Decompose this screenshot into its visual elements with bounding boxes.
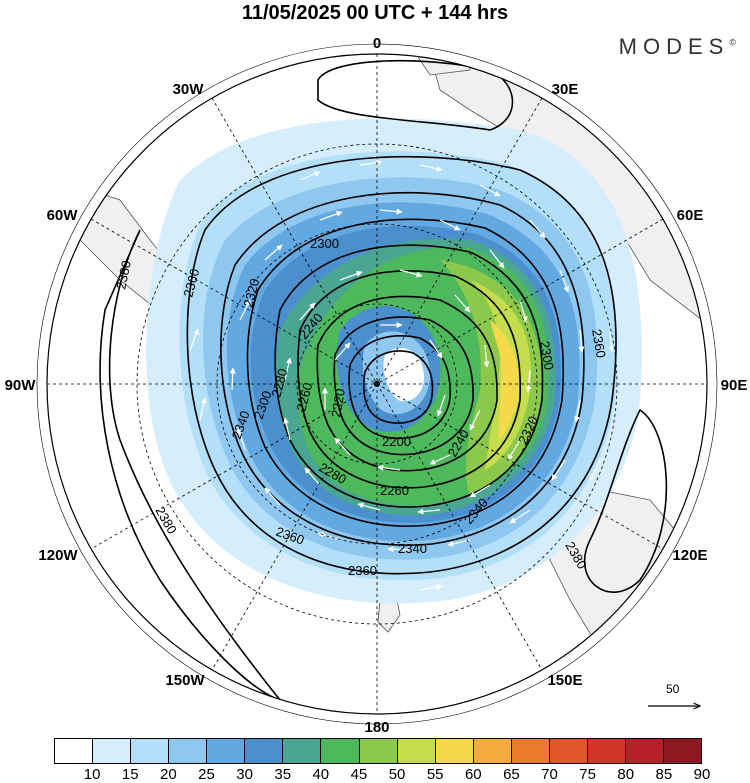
lon-label: 90E [721, 377, 748, 394]
contour-label: 2360 [589, 328, 609, 359]
contour-2280 [297, 270, 522, 489]
legend-label: 50 [388, 766, 406, 783]
contour-label: 2280 [268, 367, 290, 399]
contour-2380-east [583, 408, 668, 593]
land-antarctic-peninsula [409, 54, 471, 76]
brand-name: MODES [618, 34, 730, 59]
lon-label: 30E [552, 81, 579, 98]
lon-label: 60W [47, 207, 79, 224]
contour-label: 2300 [537, 340, 557, 371]
legend-label: 15 [121, 766, 139, 783]
legend-label: 85 [655, 766, 673, 783]
legend-label: 90 [693, 766, 711, 783]
legend-label: 55 [426, 766, 444, 783]
contour-2320 [246, 218, 565, 527]
longitude-labels: 0 30E 60E 90E 120E 150E 180 150W 120W 90… [5, 35, 748, 736]
legend-swatch [245, 739, 284, 763]
lon-label: 30W [173, 81, 205, 98]
legend-swatch [359, 739, 398, 763]
contour-label: 2220 [328, 387, 348, 418]
lon-label: 60E [677, 207, 704, 224]
lon-label: 120W [38, 547, 78, 564]
lon-label: 90W [5, 377, 37, 394]
map-outer-boundary [36, 43, 718, 725]
contour-2360 [186, 155, 617, 575]
legend-swatch [93, 739, 132, 763]
contour-label: 2360 [180, 267, 202, 299]
map-title: 11/05/2025 00 UTC + 144 hrs [241, 2, 509, 24]
contour-2240 [333, 316, 474, 456]
brand-logo: MODES© [619, 34, 736, 60]
legend-label: 10 [83, 766, 101, 783]
contour-label: 2320 [240, 277, 262, 309]
contour-2220 [348, 335, 451, 440]
legend-swatch [283, 739, 322, 763]
color-legend [54, 738, 702, 764]
legend-swatch [169, 739, 208, 763]
legend-label: 75 [579, 766, 596, 783]
brand-mark: © [729, 37, 736, 48]
legend-swatch [131, 739, 170, 763]
legend-label: 80 [617, 766, 635, 783]
legend-swatch [435, 739, 474, 763]
legend-swatch [397, 739, 436, 763]
contour-label: 2300 [310, 236, 339, 251]
contour-label: 2360 [348, 563, 377, 578]
legend-swatch [55, 739, 94, 763]
reference-vector-label: 50 [666, 682, 680, 696]
legend-label: 20 [160, 766, 177, 783]
lon-label: 120E [672, 547, 707, 564]
legend-label: 30 [236, 766, 253, 783]
pole-marker [374, 381, 380, 387]
contour-2380-north [317, 59, 514, 131]
legend-label: 60 [464, 766, 482, 783]
legend-label: 35 [274, 766, 292, 783]
height-contours [99, 59, 668, 702]
legend-swatch [625, 739, 664, 763]
legend-swatch [587, 739, 626, 763]
lon-label: 150W [165, 672, 205, 689]
legend-label: 40 [312, 766, 330, 783]
contour-label: 2260 [293, 381, 315, 413]
legend-label: 70 [541, 766, 558, 783]
legend-swatch [473, 739, 512, 763]
map-content [47, 54, 707, 714]
contour-label: 2260 [380, 483, 409, 498]
contour-label: 2380 [113, 259, 134, 290]
legend-label: 65 [503, 766, 520, 783]
legend-swatch [207, 739, 246, 763]
legend-label: 25 [198, 766, 215, 783]
legend-swatch [511, 739, 550, 763]
legend-labels: 10 15 20 25 30 35 40 45 50 55 60 65 70 75 80 85 90 [54, 766, 711, 783]
legend-label: 45 [350, 766, 368, 783]
lon-label: 150E [547, 672, 582, 689]
legend-swatch [664, 739, 702, 763]
lon-label: 0 [373, 35, 381, 52]
contour-2200 [362, 350, 434, 424]
contour-label: 2340 [398, 541, 427, 556]
contour-label: 2200 [382, 434, 411, 449]
legend-swatch [549, 739, 588, 763]
wind-shading [146, 118, 642, 604]
map-boundary [46, 53, 708, 715]
lon-label: 180 [364, 719, 389, 736]
legend-swatch [321, 739, 360, 763]
contour-2260 [316, 295, 498, 472]
contour-2340 [220, 191, 585, 546]
